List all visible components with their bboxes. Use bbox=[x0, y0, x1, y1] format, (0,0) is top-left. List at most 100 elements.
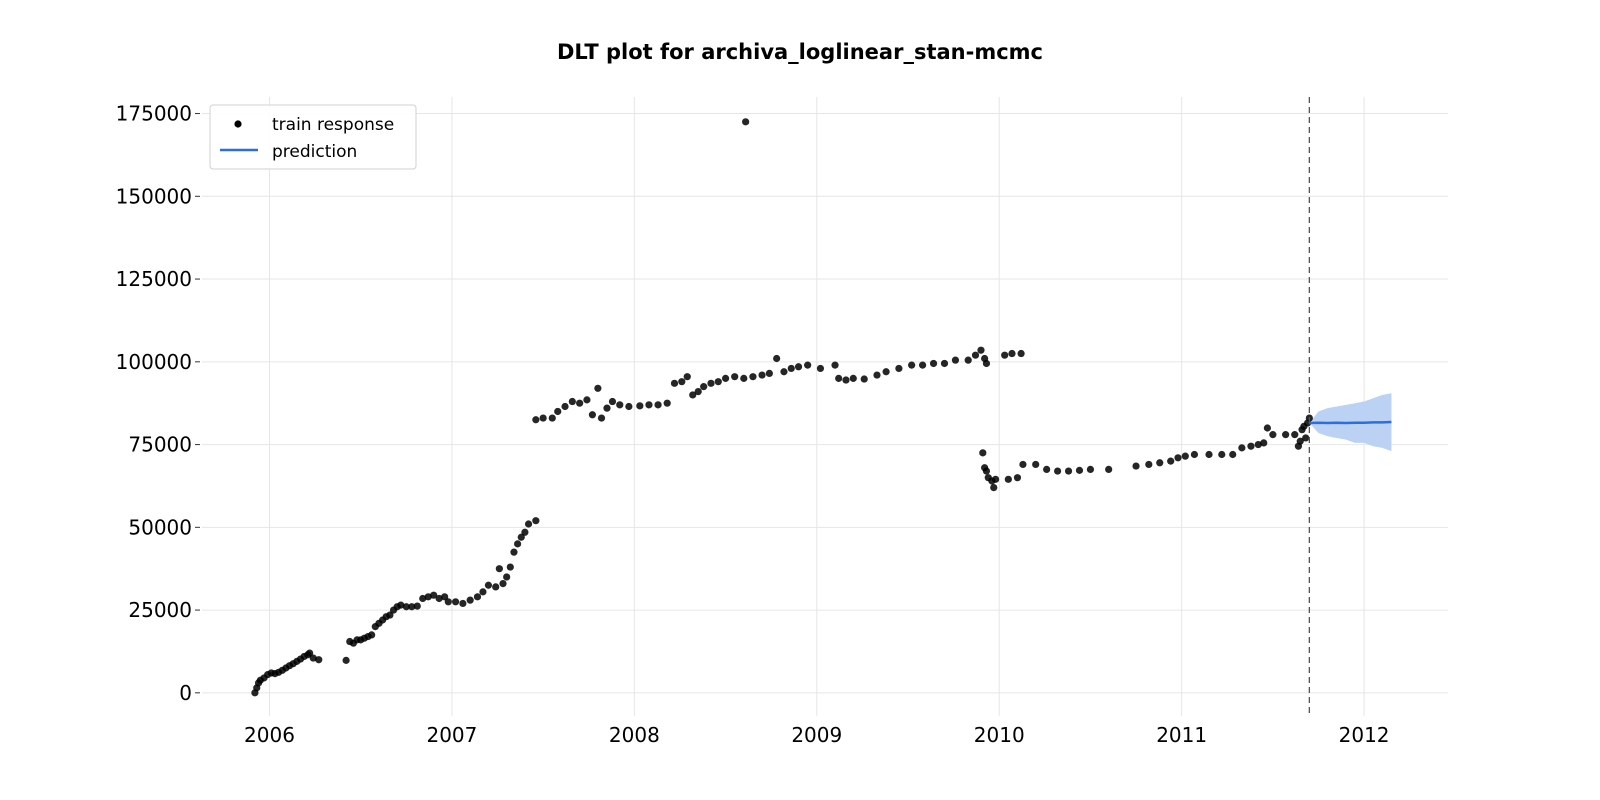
train-response-point bbox=[1269, 431, 1277, 439]
y-tick-label: 75000 bbox=[128, 433, 192, 457]
train-response-point bbox=[689, 391, 697, 399]
y-tick-label: 150000 bbox=[116, 184, 192, 208]
train-response-point bbox=[517, 533, 525, 541]
train-response-point bbox=[765, 369, 773, 377]
train-response-point bbox=[758, 371, 766, 379]
train-response-point bbox=[532, 517, 540, 525]
train-response-point bbox=[568, 397, 576, 406]
train-response-point bbox=[539, 414, 547, 422]
train-response-point bbox=[451, 598, 460, 606]
train-response-point bbox=[1296, 437, 1304, 445]
train-response-point bbox=[940, 359, 949, 368]
train-response-point bbox=[700, 383, 708, 391]
train-response-point bbox=[951, 356, 960, 364]
train-response-point bbox=[441, 593, 449, 601]
train-response-point bbox=[749, 373, 757, 381]
train-response-point bbox=[315, 656, 323, 664]
train-response-point bbox=[929, 359, 938, 368]
train-response-point bbox=[1181, 452, 1189, 460]
train-response-point bbox=[982, 467, 991, 475]
train-response-point bbox=[588, 411, 597, 419]
train-response-point bbox=[1017, 349, 1025, 358]
train-response-point bbox=[532, 416, 540, 424]
train-response-point bbox=[479, 588, 487, 596]
train-response-point bbox=[714, 378, 722, 386]
train-response-point bbox=[466, 596, 474, 604]
train-response-point bbox=[919, 361, 927, 369]
legend-marker-train bbox=[234, 120, 242, 128]
train-response-point bbox=[1145, 460, 1153, 469]
train-response-point bbox=[1075, 466, 1084, 474]
train-response-point bbox=[597, 414, 606, 422]
train-response-point bbox=[977, 346, 985, 354]
train-response-point bbox=[424, 593, 432, 601]
train-response-point bbox=[499, 579, 507, 588]
train-response-point bbox=[731, 373, 739, 381]
y-tick-label: 50000 bbox=[128, 515, 192, 539]
x-tick-label: 2007 bbox=[426, 723, 477, 747]
train-response-point bbox=[1282, 431, 1290, 439]
train-response-point bbox=[678, 378, 686, 386]
legend-label-train: train response bbox=[272, 115, 394, 135]
train-response-point bbox=[908, 361, 916, 369]
train-response-point bbox=[1229, 450, 1237, 459]
train-response-point bbox=[554, 407, 562, 416]
train-response-point bbox=[603, 404, 611, 412]
train-response-point bbox=[430, 591, 438, 599]
train-response-point bbox=[306, 649, 314, 657]
train-response-point bbox=[740, 374, 748, 382]
train-response-point bbox=[521, 528, 529, 536]
train-response-point bbox=[895, 364, 903, 373]
train-response-point bbox=[835, 374, 843, 382]
train-response-point bbox=[1254, 440, 1262, 449]
train-response-point bbox=[625, 402, 633, 411]
train-response-point bbox=[636, 402, 644, 410]
train-response-point bbox=[842, 376, 850, 384]
train-response-point bbox=[1174, 454, 1182, 462]
train-response-point bbox=[882, 368, 890, 376]
train-response-point bbox=[831, 361, 839, 369]
train-response-point bbox=[368, 631, 376, 639]
x-tick-label: 2006 bbox=[244, 723, 295, 747]
train-response-point bbox=[402, 603, 410, 611]
train-response-point bbox=[816, 364, 825, 373]
train-response-point bbox=[1013, 474, 1022, 482]
train-response-point bbox=[503, 573, 511, 581]
train-response-point bbox=[1004, 475, 1012, 483]
train-response-point bbox=[492, 583, 500, 591]
train-response-point bbox=[524, 520, 533, 528]
train-response-point bbox=[413, 602, 421, 610]
train-response-point bbox=[459, 599, 467, 608]
train-response-point bbox=[594, 384, 602, 392]
train-response-point bbox=[1019, 460, 1027, 469]
x-tick-label: 2010 bbox=[974, 723, 1025, 747]
train-response-point bbox=[1238, 444, 1246, 452]
train-response-point bbox=[849, 374, 857, 382]
train-response-point bbox=[794, 363, 803, 371]
train-response-point bbox=[561, 402, 569, 411]
train-response-point bbox=[860, 375, 868, 383]
chart-title: DLT plot for archiva_loglinear_stan-mcmc bbox=[556, 40, 1043, 64]
train-response-point bbox=[654, 401, 662, 409]
y-tick-label: 0 bbox=[179, 681, 192, 705]
train-response-point bbox=[608, 397, 617, 406]
train-response-point bbox=[1086, 465, 1095, 473]
train-response-point bbox=[804, 361, 812, 369]
train-response-point bbox=[1032, 460, 1040, 469]
train-response-point bbox=[1247, 442, 1255, 450]
train-response-point bbox=[1043, 465, 1051, 473]
train-response-point bbox=[1302, 434, 1310, 442]
train-response-point bbox=[444, 598, 452, 606]
legend-label-prediction: prediction bbox=[272, 142, 357, 162]
train-response-point bbox=[982, 359, 991, 368]
legend-box bbox=[209, 104, 417, 170]
train-response-point bbox=[773, 354, 781, 363]
train-response-point bbox=[1156, 459, 1164, 467]
train-response-point bbox=[514, 540, 522, 548]
train-response-point bbox=[419, 594, 427, 603]
train-response-point bbox=[397, 601, 405, 609]
train-response-point bbox=[616, 401, 624, 409]
x-tick-label: 2009 bbox=[791, 723, 842, 747]
train-response-point bbox=[971, 351, 980, 359]
